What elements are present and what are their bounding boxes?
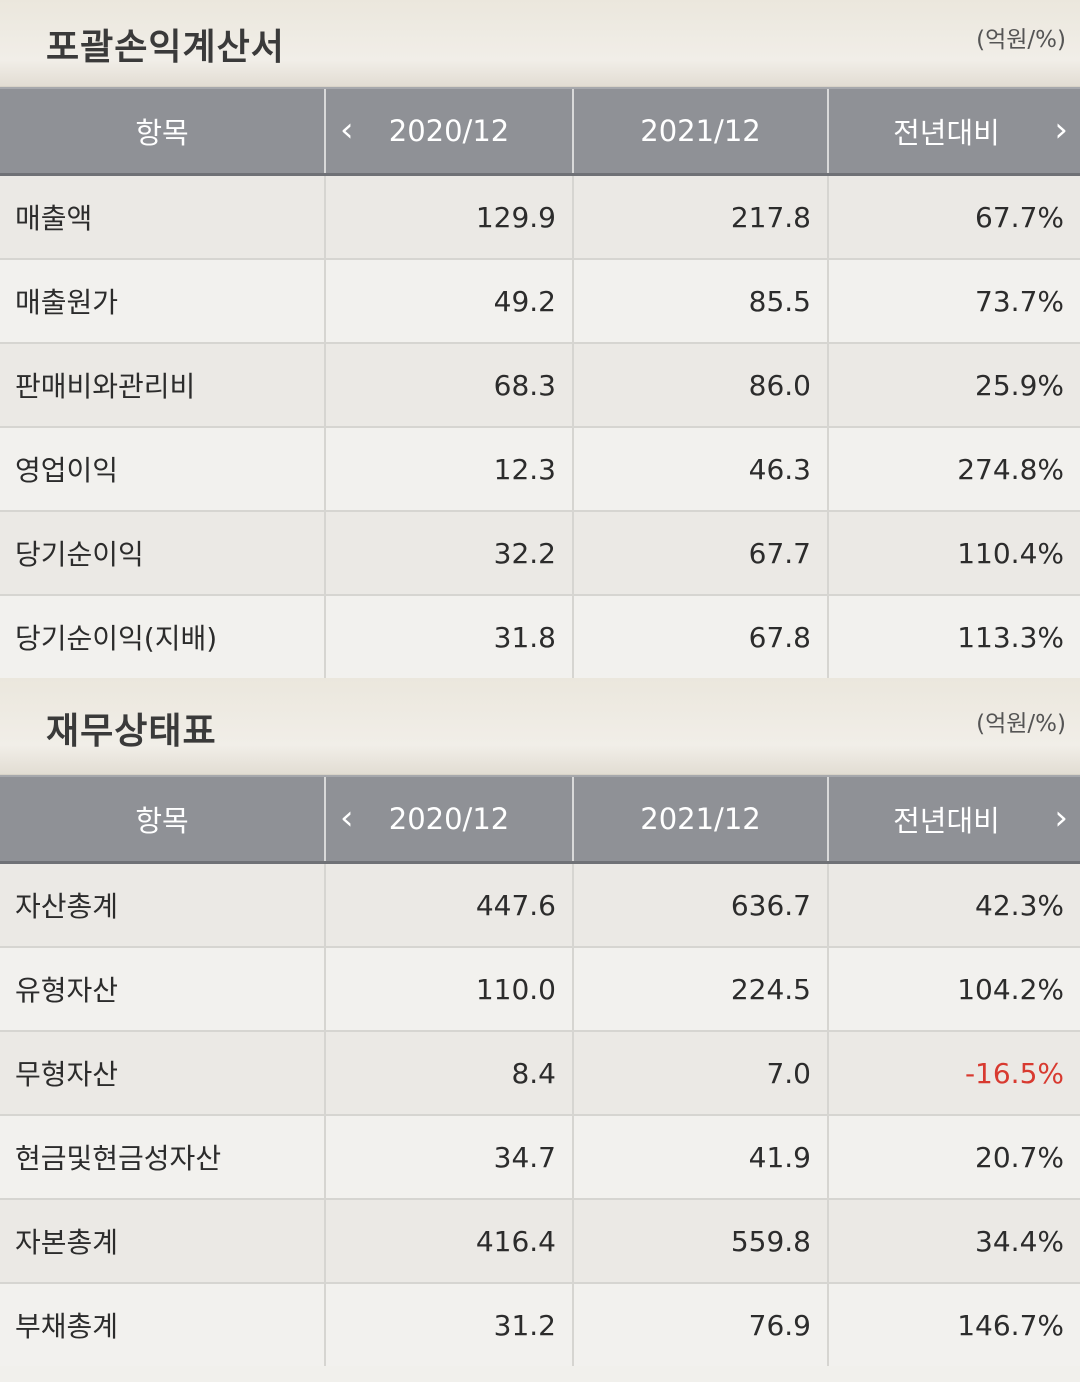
table-row: 판매비와관리비 68.3 86.0 25.9% <box>0 342 1080 427</box>
header-col2: 2021/12 <box>572 775 828 864</box>
row-value-2020: 8.4 <box>324 1030 573 1115</box>
row-label: 당기순이익(지배) <box>0 594 325 678</box>
table-row: 영업이익 12.3 46.3 274.8% <box>0 426 1080 511</box>
row-label: 현금및현금성자산 <box>0 1114 325 1199</box>
row-value-2021: 67.8 <box>572 594 828 678</box>
row-value-2020: 31.8 <box>324 594 573 678</box>
chevron-right-icon[interactable]: › <box>1054 798 1068 839</box>
row-label: 부채총계 <box>0 1282 325 1366</box>
balance-table-header: 항목 ‹ 2020/12 2021/12 전년대비 › <box>0 775 1080 864</box>
row-change: 113.3% <box>827 594 1080 678</box>
row-label: 무형자산 <box>0 1030 325 1115</box>
table-row: 자산총계 447.6 636.7 42.3% <box>0 861 1080 947</box>
row-value-2020: 68.3 <box>324 342 573 427</box>
row-value-2020: 110.0 <box>324 946 573 1031</box>
table-row: 현금및현금성자산 34.7 41.9 20.7% <box>0 1114 1080 1199</box>
header-item: 항목 <box>0 775 325 864</box>
header-col3: 전년대비 › <box>827 87 1080 176</box>
header-col3-label: 전년대비 <box>893 804 1000 838</box>
row-change: -16.5% <box>827 1030 1080 1115</box>
row-value-2021: 85.5 <box>572 258 828 343</box>
balance-section-title: 재무상태표 <box>46 711 217 752</box>
row-change: 34.4% <box>827 1198 1080 1283</box>
header-col1-label: 2020/12 <box>388 802 510 836</box>
row-value-2021: 559.8 <box>572 1198 828 1283</box>
table-row: 당기순이익(지배) 31.8 67.8 113.3% <box>0 594 1080 678</box>
header-item: 항목 <box>0 87 325 176</box>
row-change: 146.7% <box>827 1282 1080 1366</box>
header-col1: ‹ 2020/12 <box>324 87 573 176</box>
chevron-left-icon[interactable]: ‹ <box>340 798 354 839</box>
income-table-header: 항목 ‹ 2020/12 2021/12 전년대비 › <box>0 87 1080 176</box>
chevron-right-icon[interactable]: › <box>1054 110 1068 151</box>
chevron-left-icon[interactable]: ‹ <box>340 110 354 151</box>
balance-table: 항목 ‹ 2020/12 2021/12 전년대비 › 자산총계 447.6 636… <box>0 775 1080 1366</box>
row-value-2020: 31.2 <box>324 1282 573 1366</box>
income-table: 항목 ‹ 2020/12 2021/12 전년대비 › 매출액 129.9 217.… <box>0 87 1080 678</box>
row-value-2021: 46.3 <box>572 426 828 511</box>
row-value-2021: 224.5 <box>572 946 828 1031</box>
table-row: 매출액 129.9 217.8 67.7% <box>0 173 1080 259</box>
income-section-title: 포괄손익계산서 <box>46 27 285 68</box>
row-value-2020: 416.4 <box>324 1198 573 1283</box>
table-row: 당기순이익 32.2 67.7 110.4% <box>0 510 1080 595</box>
row-value-2020: 129.9 <box>324 173 573 259</box>
table-row: 무형자산 8.4 7.0 -16.5% <box>0 1030 1080 1115</box>
income-section-header: 포괄손익계산서 (억원/%) <box>0 0 1080 87</box>
row-value-2020: 34.7 <box>324 1114 573 1199</box>
row-value-2021: 41.9 <box>572 1114 828 1199</box>
row-label: 매출원가 <box>0 258 325 343</box>
row-label: 당기순이익 <box>0 510 325 595</box>
row-value-2021: 86.0 <box>572 342 828 427</box>
header-col3: 전년대비 › <box>827 775 1080 864</box>
row-label: 자본총계 <box>0 1198 325 1283</box>
row-label: 매출액 <box>0 173 325 259</box>
balance-section-header: 재무상태표 (억원/%) <box>0 678 1080 775</box>
row-change: 104.2% <box>827 946 1080 1031</box>
row-value-2020: 12.3 <box>324 426 573 511</box>
row-change: 67.7% <box>827 173 1080 259</box>
header-col1-label: 2020/12 <box>388 114 510 148</box>
row-value-2021: 67.7 <box>572 510 828 595</box>
row-value-2020: 447.6 <box>324 861 573 947</box>
row-value-2021: 636.7 <box>572 861 828 947</box>
header-col2: 2021/12 <box>572 87 828 176</box>
income-unit-label: (억원/%) <box>976 27 1066 53</box>
row-value-2021: 76.9 <box>572 1282 828 1366</box>
row-value-2021: 217.8 <box>572 173 828 259</box>
row-change: 73.7% <box>827 258 1080 343</box>
row-label: 유형자산 <box>0 946 325 1031</box>
row-label: 자산총계 <box>0 861 325 947</box>
row-change: 20.7% <box>827 1114 1080 1199</box>
balance-unit-label: (억원/%) <box>976 711 1066 737</box>
row-label: 판매비와관리비 <box>0 342 325 427</box>
table-row: 부채총계 31.2 76.9 146.7% <box>0 1282 1080 1366</box>
row-value-2021: 7.0 <box>572 1030 828 1115</box>
row-change: 110.4% <box>827 510 1080 595</box>
row-change: 42.3% <box>827 861 1080 947</box>
row-value-2020: 49.2 <box>324 258 573 343</box>
row-change: 274.8% <box>827 426 1080 511</box>
header-col1: ‹ 2020/12 <box>324 775 573 864</box>
table-row: 매출원가 49.2 85.5 73.7% <box>0 258 1080 343</box>
table-row: 유형자산 110.0 224.5 104.2% <box>0 946 1080 1031</box>
table-row: 자본총계 416.4 559.8 34.4% <box>0 1198 1080 1283</box>
row-value-2020: 32.2 <box>324 510 573 595</box>
header-col3-label: 전년대비 <box>893 116 1000 150</box>
row-change: 25.9% <box>827 342 1080 427</box>
row-label: 영업이익 <box>0 426 325 511</box>
